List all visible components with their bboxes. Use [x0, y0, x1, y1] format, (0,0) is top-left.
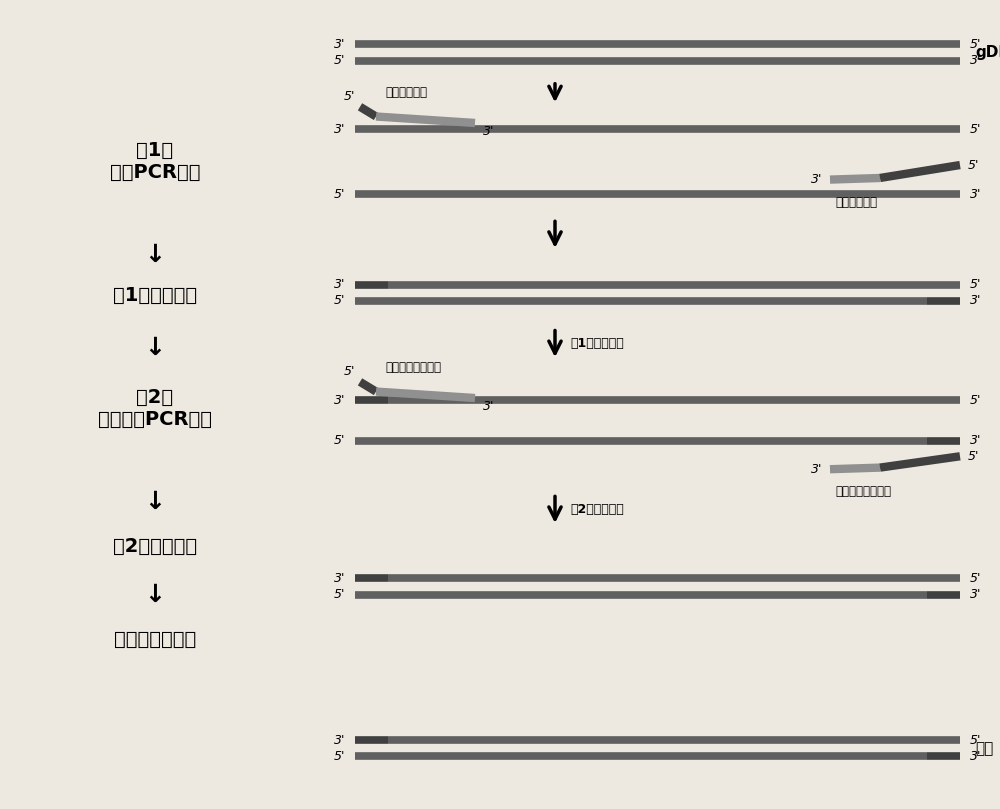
Text: ↓: ↓	[144, 243, 166, 267]
Text: 3': 3'	[970, 588, 981, 601]
Text: 5': 5'	[334, 434, 345, 447]
Text: 5': 5'	[970, 38, 981, 51]
Text: 3': 3'	[970, 750, 981, 763]
Text: 第2轮
接头序列PCR反应: 第2轮 接头序列PCR反应	[98, 388, 212, 429]
Text: 3': 3'	[483, 400, 494, 413]
Text: 5': 5'	[334, 294, 345, 307]
Text: gDNA: gDNA	[975, 45, 1000, 60]
Text: 第1轮磁珠纯化: 第1轮磁珠纯化	[113, 286, 197, 305]
Text: 第1轮
多重PCR反应: 第1轮 多重PCR反应	[110, 142, 200, 182]
Text: 3': 3'	[970, 54, 981, 67]
Text: 3': 3'	[334, 123, 345, 136]
Text: 5': 5'	[334, 54, 345, 67]
Text: 5': 5'	[970, 734, 981, 747]
Text: 3': 3'	[334, 572, 345, 585]
Text: 3': 3'	[334, 394, 345, 407]
Text: ↓: ↓	[144, 489, 166, 514]
Text: 第2轮磁珠纯化: 第2轮磁珠纯化	[570, 503, 624, 516]
Text: 3': 3'	[811, 463, 822, 476]
Text: 3': 3'	[811, 173, 822, 186]
Text: 下游接头序列引物: 下游接头序列引物	[835, 485, 891, 498]
Text: 3': 3'	[334, 734, 345, 747]
Text: 第1轮磁珠纯化: 第1轮磁珠纯化	[570, 337, 624, 350]
Text: 3': 3'	[483, 125, 494, 138]
Text: 第2轮磁珠纯化: 第2轮磁珠纯化	[113, 536, 197, 556]
Text: 3': 3'	[334, 278, 345, 291]
Text: 3': 3'	[970, 294, 981, 307]
Text: 3': 3'	[334, 38, 345, 51]
Text: 多重下游引物: 多重下游引物	[835, 196, 877, 209]
Text: 5': 5'	[970, 394, 981, 407]
Text: 5': 5'	[334, 588, 345, 601]
Text: 5': 5'	[344, 90, 355, 103]
Text: 5': 5'	[970, 278, 981, 291]
Text: 多重上游引物: 多重上游引物	[385, 86, 427, 99]
Text: 文库: 文库	[975, 741, 993, 756]
Text: 浓度测量与质检: 浓度测量与质检	[114, 629, 196, 649]
Text: ↓: ↓	[144, 336, 166, 360]
Text: ↓: ↓	[144, 582, 166, 607]
Text: 5': 5'	[968, 450, 979, 463]
Text: 5': 5'	[334, 188, 345, 201]
Text: 5': 5'	[968, 159, 979, 172]
Text: 5': 5'	[970, 123, 981, 136]
Text: 5': 5'	[334, 750, 345, 763]
Text: 5': 5'	[344, 365, 355, 378]
Text: 3': 3'	[970, 188, 981, 201]
Text: 3': 3'	[970, 434, 981, 447]
Text: 上游接头序列引物: 上游接头序列引物	[385, 361, 441, 374]
Text: 5': 5'	[970, 572, 981, 585]
